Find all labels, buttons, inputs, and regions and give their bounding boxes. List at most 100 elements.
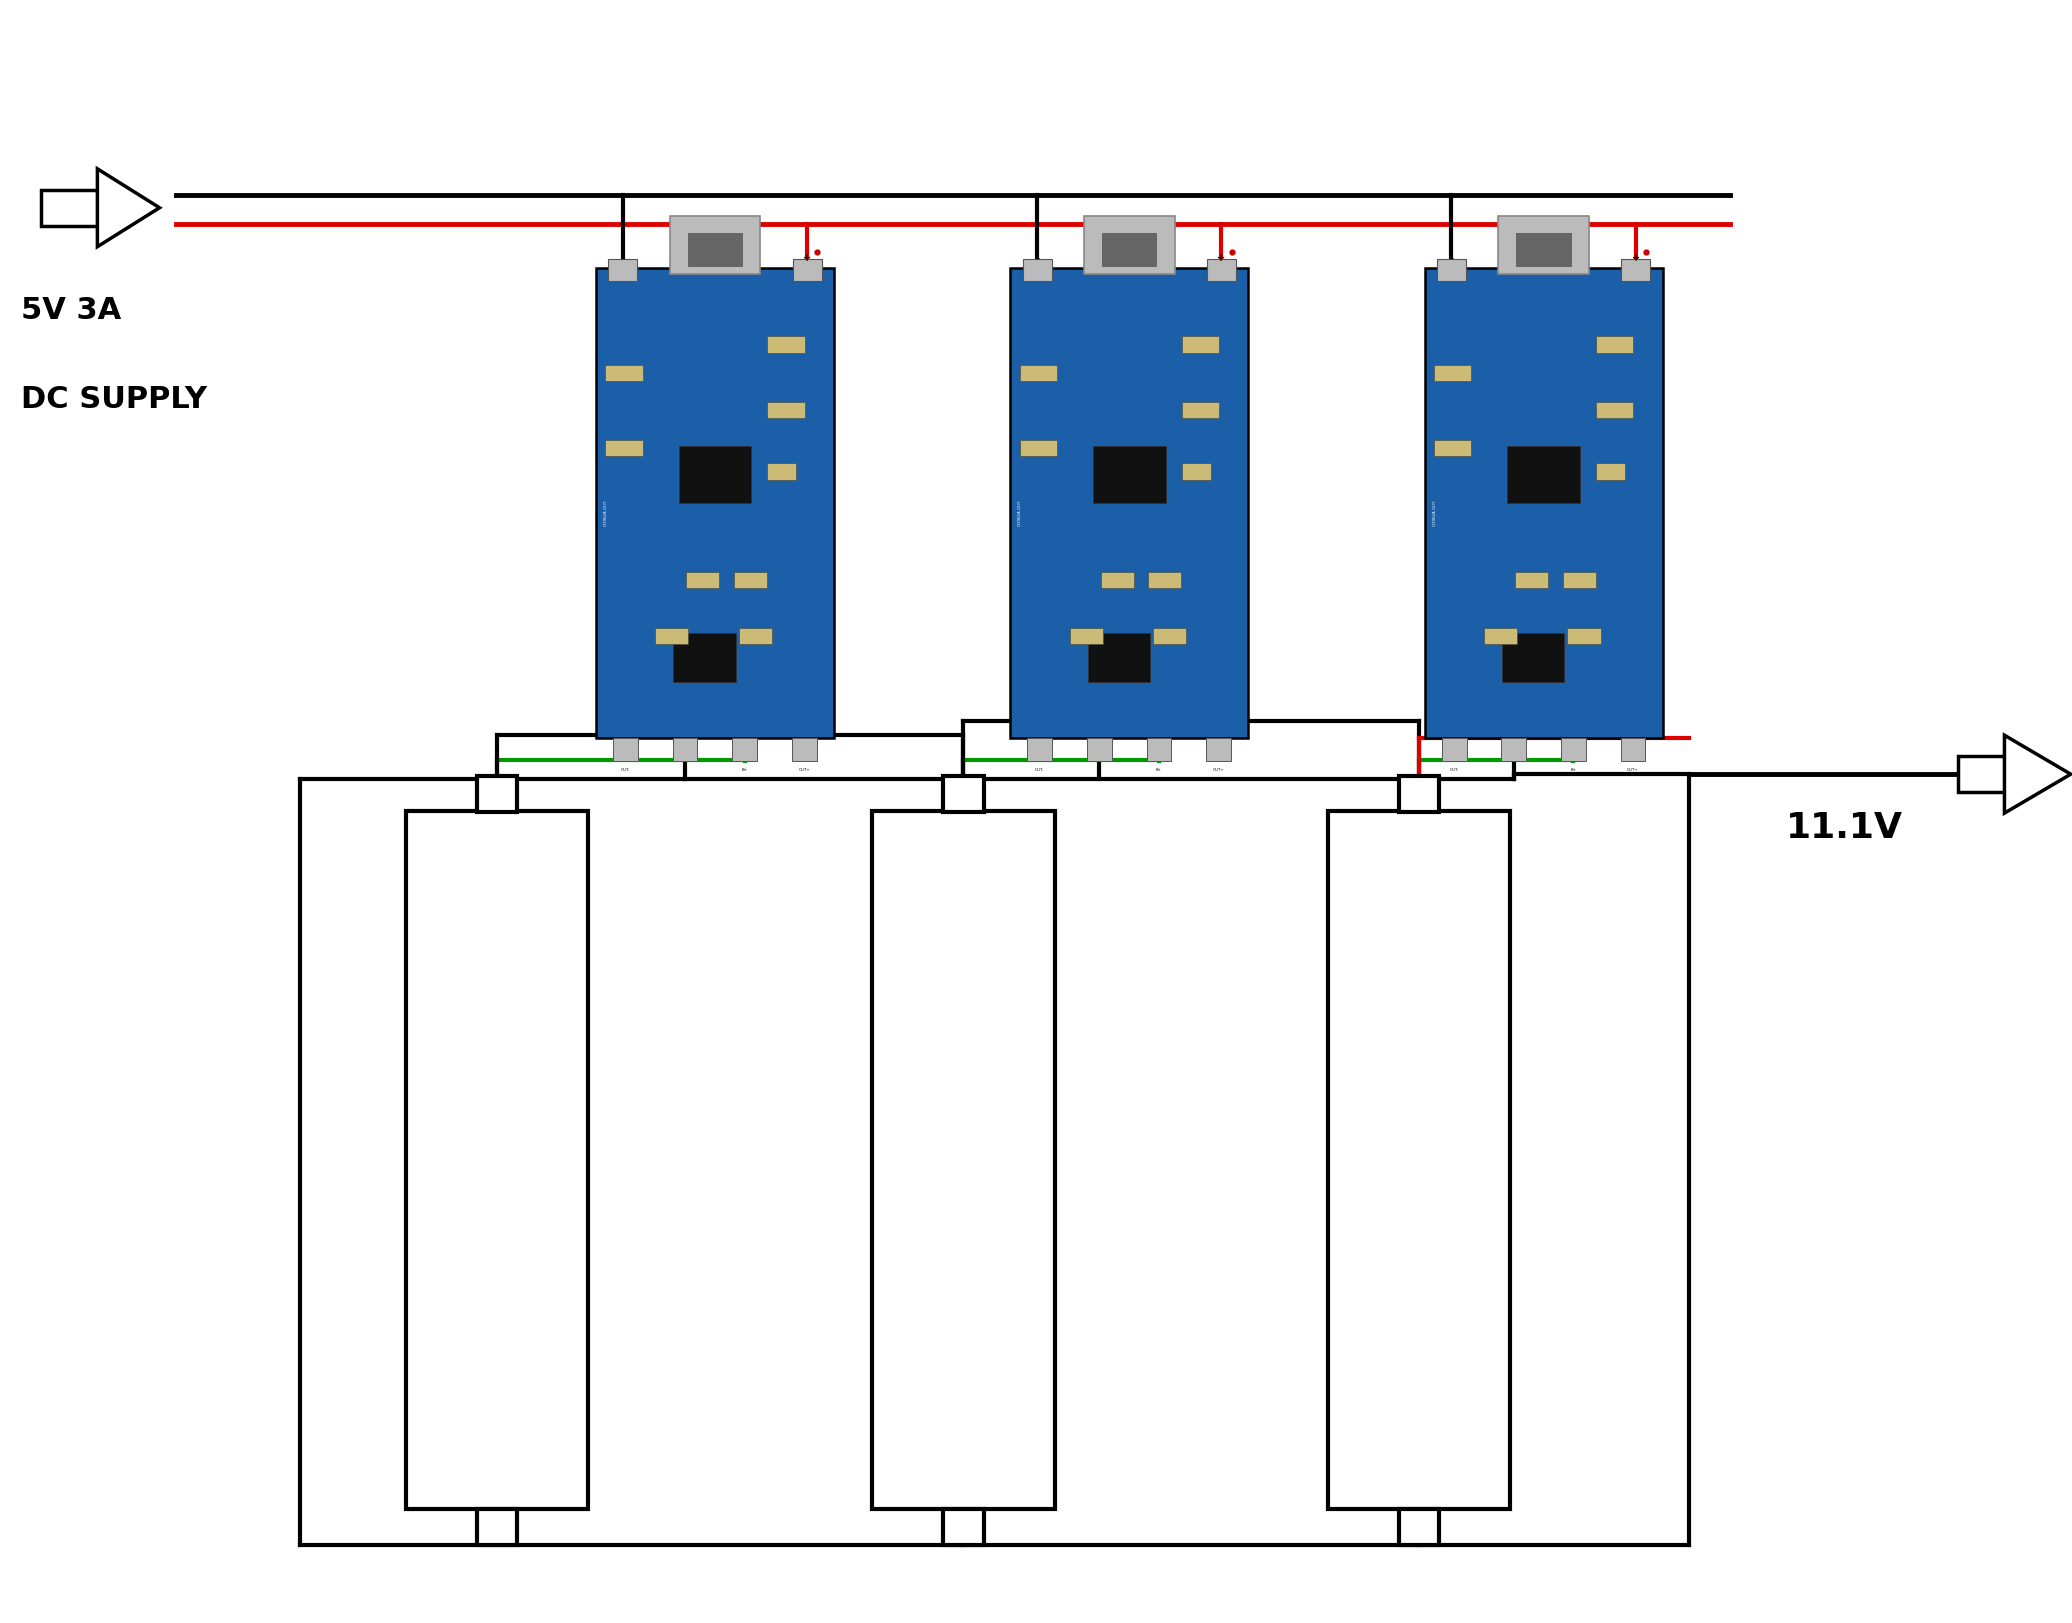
- Bar: [1094, 446, 1167, 503]
- Text: B+: B+: [1156, 768, 1162, 771]
- Bar: [1019, 440, 1057, 456]
- Bar: [1181, 403, 1218, 419]
- Bar: [605, 440, 642, 456]
- Bar: [1595, 403, 1633, 419]
- Bar: [1088, 633, 1150, 682]
- Text: B-: B-: [1098, 768, 1102, 771]
- Bar: [1152, 628, 1185, 644]
- Bar: [1560, 738, 1585, 761]
- Bar: [1011, 268, 1247, 738]
- Text: O3962A OUT-: O3962A OUT-: [605, 500, 607, 526]
- Text: B+: B+: [742, 768, 748, 771]
- Bar: [655, 628, 688, 644]
- Text: OUT-: OUT-: [1450, 768, 1459, 771]
- Text: OUT+: OUT+: [1212, 768, 1225, 771]
- Bar: [1102, 234, 1156, 266]
- Bar: [1100, 571, 1133, 588]
- Text: DC SUPPLY: DC SUPPLY: [21, 385, 207, 414]
- Bar: [1438, 258, 1467, 281]
- Bar: [1502, 633, 1564, 682]
- Text: OUT+: OUT+: [798, 768, 810, 771]
- Bar: [1206, 258, 1235, 281]
- Bar: [1399, 776, 1440, 812]
- Bar: [477, 1509, 518, 1545]
- Bar: [1442, 738, 1467, 761]
- Bar: [740, 628, 773, 644]
- Bar: [1562, 571, 1595, 588]
- Text: +: +: [1633, 253, 1639, 263]
- Bar: [688, 234, 742, 266]
- Bar: [1484, 628, 1517, 644]
- Bar: [1146, 738, 1171, 761]
- Bar: [406, 812, 588, 1509]
- Bar: [1028, 738, 1053, 761]
- Text: B-: B-: [1513, 768, 1517, 771]
- Bar: [1620, 738, 1645, 761]
- Text: B+: B+: [1571, 768, 1577, 771]
- Bar: [1620, 258, 1649, 281]
- Bar: [1434, 365, 1471, 381]
- Text: 5V 3A: 5V 3A: [21, 295, 120, 325]
- Bar: [1148, 571, 1181, 588]
- Text: OUT-: OUT-: [622, 768, 630, 771]
- Bar: [731, 738, 756, 761]
- Bar: [678, 446, 750, 503]
- Text: 18650 cell: 18650 cell: [1407, 1096, 1432, 1225]
- Text: -: -: [1036, 253, 1038, 263]
- Bar: [673, 633, 736, 682]
- Bar: [605, 365, 642, 381]
- Bar: [733, 571, 767, 588]
- Bar: [1206, 738, 1231, 761]
- Bar: [1019, 365, 1057, 381]
- Text: -: -: [622, 253, 624, 263]
- Bar: [1328, 812, 1510, 1509]
- Text: OUT-: OUT-: [1036, 768, 1044, 771]
- Bar: [1958, 756, 2012, 792]
- Text: B-: B-: [684, 768, 688, 771]
- Bar: [1498, 216, 1589, 274]
- Polygon shape: [97, 169, 160, 247]
- Text: O3962A OUT-: O3962A OUT-: [1019, 500, 1021, 526]
- Bar: [597, 268, 833, 738]
- Bar: [1426, 268, 1662, 738]
- Bar: [767, 403, 804, 419]
- Bar: [1084, 216, 1175, 274]
- Bar: [767, 463, 796, 479]
- Text: 18650 cell: 18650 cell: [951, 1096, 976, 1225]
- Bar: [1399, 1509, 1440, 1545]
- Bar: [1069, 628, 1102, 644]
- Bar: [1181, 336, 1218, 352]
- Text: -: -: [1450, 253, 1452, 263]
- Bar: [1508, 446, 1581, 503]
- Bar: [872, 812, 1055, 1509]
- Bar: [41, 190, 128, 226]
- Bar: [1566, 628, 1600, 644]
- Bar: [673, 738, 698, 761]
- Text: OUT+: OUT+: [1627, 768, 1639, 771]
- Bar: [792, 258, 821, 281]
- Polygon shape: [2004, 735, 2070, 813]
- Text: +: +: [1218, 253, 1225, 263]
- Text: O3962A OUT-: O3962A OUT-: [1434, 500, 1436, 526]
- Text: 11.1V: 11.1V: [1786, 812, 1902, 844]
- Bar: [477, 776, 518, 812]
- Bar: [1502, 738, 1527, 761]
- Bar: [1088, 738, 1113, 761]
- Bar: [1595, 336, 1633, 352]
- Bar: [1515, 571, 1548, 588]
- Bar: [943, 1509, 984, 1545]
- Bar: [1517, 234, 1571, 266]
- Bar: [1434, 440, 1471, 456]
- Bar: [767, 336, 804, 352]
- Bar: [686, 571, 719, 588]
- Bar: [609, 258, 638, 281]
- Bar: [792, 738, 816, 761]
- Text: 18650 cell: 18650 cell: [485, 1096, 510, 1225]
- Text: +: +: [804, 253, 810, 263]
- Bar: [613, 738, 638, 761]
- Bar: [1181, 463, 1210, 479]
- Bar: [1595, 463, 1624, 479]
- Bar: [943, 776, 984, 812]
- Bar: [669, 216, 760, 274]
- Bar: [1024, 258, 1053, 281]
